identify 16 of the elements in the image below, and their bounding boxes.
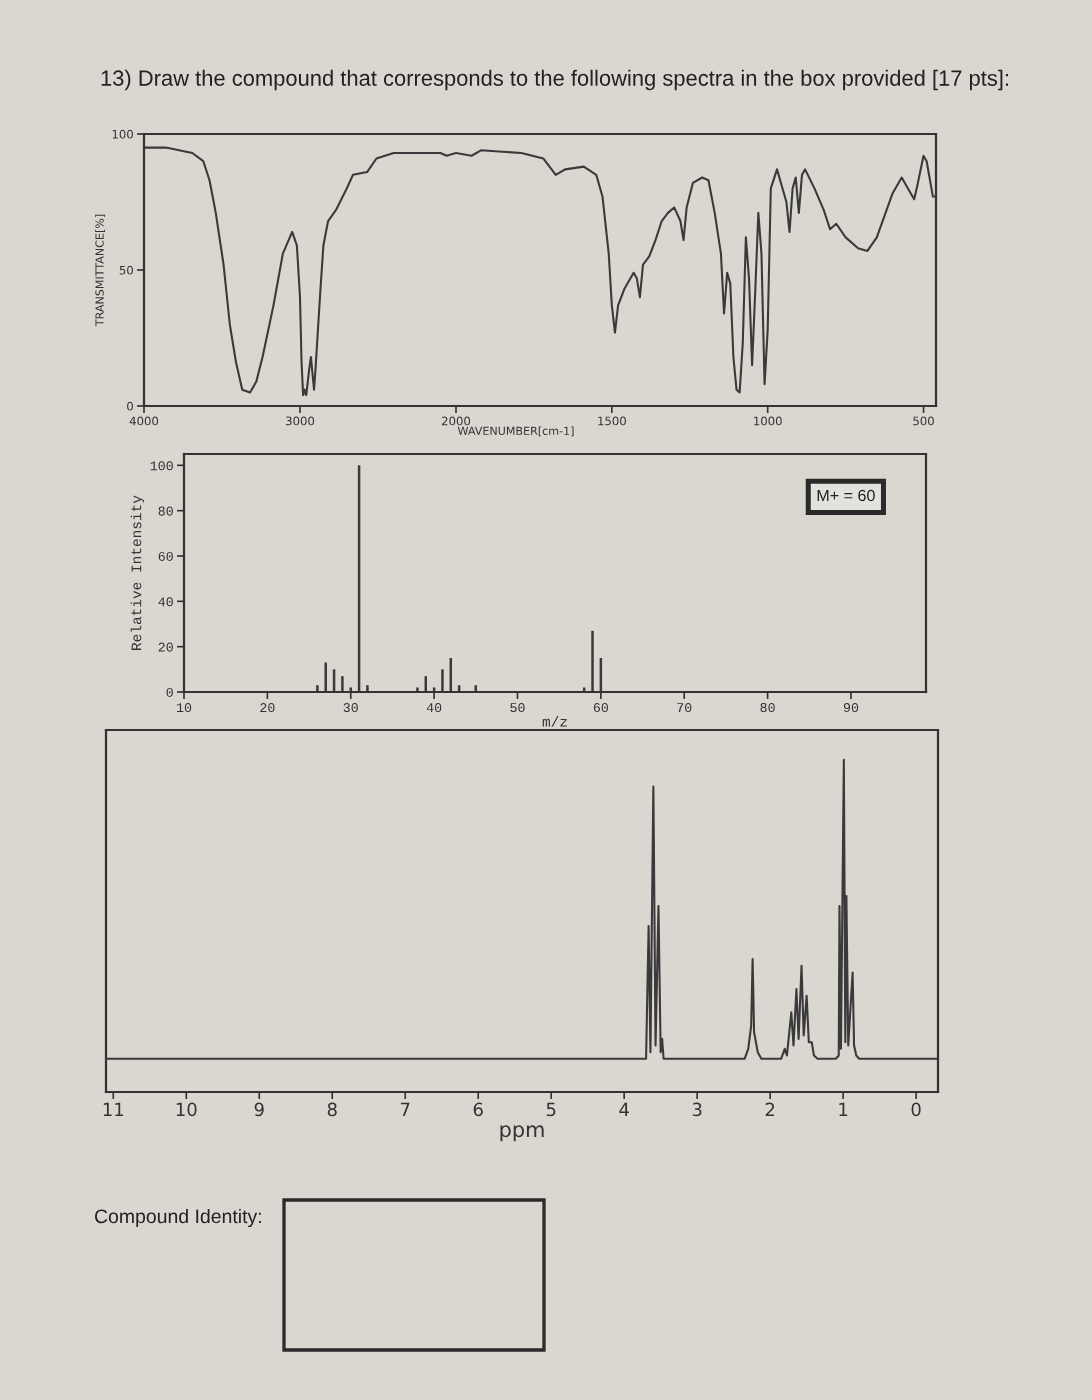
x-tick-label: 10 [176,1102,197,1117]
x-tick-label: 8 [327,1102,337,1117]
x-tick-label: 2 [765,1102,775,1116]
x-tick-label: 11 [103,1102,124,1116]
text: Compound Identity: [94,1208,261,1228]
annotation: M+ = 60 [817,489,875,502]
x-tick-label: 4 [619,1102,629,1116]
x-tick-label: 3 [692,1102,702,1117]
x-tick-label: 1 [839,1102,848,1116]
x-tick-label: 9 [254,1102,264,1117]
x-tick-label: 0 [911,1102,921,1117]
x-tick-label: 5 [546,1102,556,1117]
x-tick-label: 7 [400,1102,410,1116]
x-tick-label: 6 [473,1102,483,1117]
x-axis-title: ppm [500,1125,544,1142]
text: 13) Draw the compound that corresponds to the following spectra in the box provided [17 pts]: [101,69,1008,91]
